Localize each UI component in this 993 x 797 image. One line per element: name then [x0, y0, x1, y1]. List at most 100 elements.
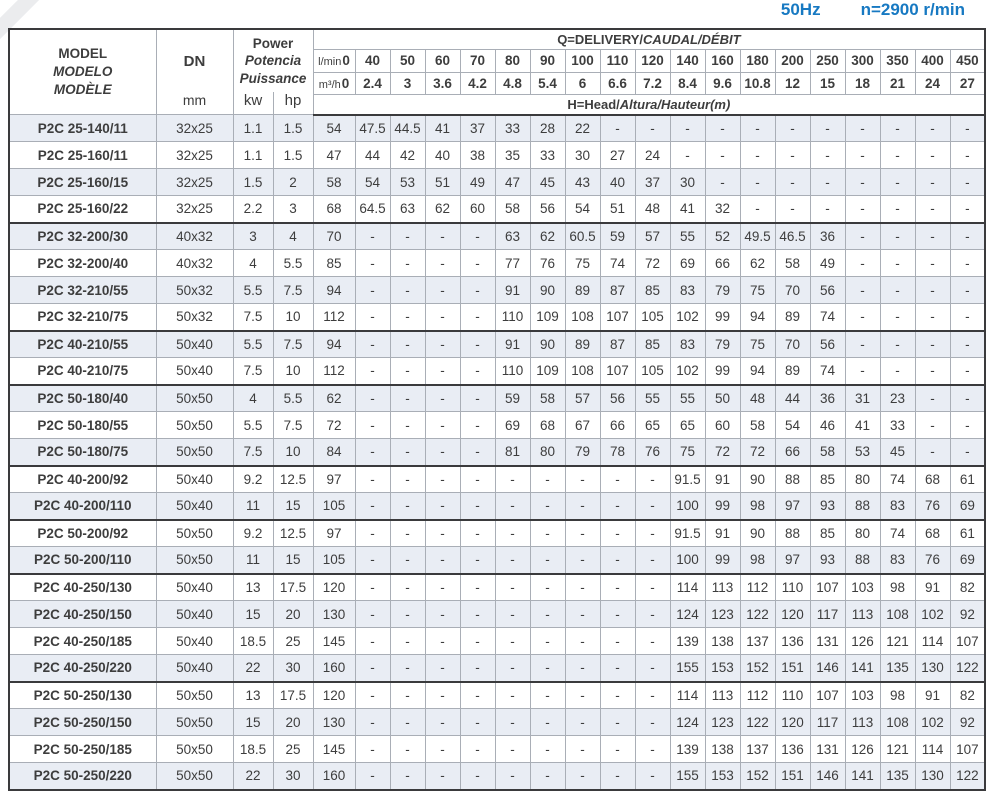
dn-cell: 50x50 [155, 519, 234, 547]
head-value-cell: - [529, 546, 566, 575]
head-value-cell: - [354, 627, 391, 655]
head-value-cell: 23 [879, 384, 916, 412]
kw-cell: 18.5 [232, 627, 274, 655]
m3h-value-cell: 5.4 [529, 71, 566, 95]
head-value-cell: 112 [739, 573, 776, 601]
head-value-cell: - [354, 546, 391, 575]
head-value-cell: 155 [669, 762, 706, 790]
model-cell: P2C 25-160/22 [8, 195, 157, 224]
head-value-cell: 80 [844, 519, 881, 547]
head-value-cell: - [949, 114, 986, 142]
dn-column-header: DN mm [155, 28, 234, 115]
lmin-value-cell: 400 [914, 48, 951, 73]
head-value-cell: - [389, 681, 426, 709]
power-header-fr: Puissance [239, 70, 307, 86]
table-row: P2C 32-200/40 40x32 4 5.5 85- - - -77 76 75 74 72 69… [8, 249, 986, 277]
head-value-cell: 98 [879, 681, 916, 709]
head-value-cell: 130 [312, 708, 356, 736]
head-value-cell: 46.5 [774, 222, 811, 250]
head-value-cell: - [914, 249, 951, 277]
head-value-cell: 145 [312, 735, 356, 763]
head-value-cell: - [459, 465, 496, 493]
pump-performance-table: MODEL MODELO MODÈLE DN mm Power Potencia… [8, 28, 987, 791]
head-value-cell: 152 [739, 654, 776, 683]
table-row: P2C 40-210/55 50x40 5.5 7.5 94- - - -91 90 89 87 85… [8, 330, 986, 358]
kw-cell: 7.5 [232, 303, 274, 332]
head-value-cell: 53 [389, 168, 426, 196]
head-value-cell: - [459, 573, 496, 601]
hp-unit-label: hp [272, 92, 313, 114]
head-value-cell: 41 [844, 411, 881, 439]
head-value-cell: - [529, 465, 566, 493]
delivery-header-italic: CAUDAL/DÉBIT [643, 31, 741, 47]
head-value-cell: - [389, 357, 426, 386]
head-value-cell: 80 [529, 438, 566, 467]
head-value-cell: 40 [599, 168, 636, 196]
head-value-cell: 110 [774, 681, 811, 709]
hp-cell: 12.5 [272, 519, 314, 547]
head-value-cell: 75 [739, 330, 776, 358]
head-value-cell: 138 [704, 735, 741, 763]
head-value-cell: - [459, 492, 496, 521]
head-value-cell: - [529, 735, 566, 763]
model-cell: P2C 25-160/11 [8, 141, 157, 169]
head-value-cell: - [354, 654, 391, 683]
head-value-cell: - [354, 303, 391, 332]
head-value-cell: - [529, 573, 566, 601]
m3h-value-cell: 2.4 [354, 71, 391, 95]
head-value-cell: - [564, 600, 601, 628]
head-value-cell: - [669, 114, 706, 142]
head-value-cell: 57 [634, 222, 671, 250]
head-value-cell: 110 [494, 357, 531, 386]
head-value-cell: 107 [809, 573, 846, 601]
head-value-cell: 89 [564, 330, 601, 358]
hp-cell: 15 [272, 546, 314, 575]
head-value-cell: 56 [599, 384, 636, 412]
head-value-cell: - [389, 465, 426, 493]
head-value-cell: 124 [669, 600, 706, 628]
head-value-cell: 123 [704, 600, 741, 628]
head-value-cell: 151 [774, 654, 811, 683]
hp-cell: 7.5 [272, 411, 314, 439]
table-row: P2C 50-180/75 50x50 7.5 10 84- - - -81 80 79 78 76 7… [8, 438, 986, 467]
head-value-cell: - [774, 168, 811, 196]
head-value-cell: - [949, 222, 986, 250]
m3h-value-cell: 7.2 [634, 71, 671, 95]
head-value-cell: 56 [529, 195, 566, 224]
head-value-cell: 74 [879, 465, 916, 493]
head-value-cell: - [389, 735, 426, 763]
head-value-cell: 82 [949, 681, 986, 709]
head-value-cell: 120 [774, 708, 811, 736]
head-value-cell: - [809, 168, 846, 196]
head-value-cell: - [494, 735, 531, 763]
head-value-cell: - [424, 303, 461, 332]
head-value-cell: - [949, 438, 986, 467]
head-value-cell: - [494, 708, 531, 736]
head-header-plain: H=Head/ [567, 96, 620, 112]
head-value-cell: 44 [774, 384, 811, 412]
hp-cell: 10 [272, 303, 314, 332]
head-value-cell: 70 [312, 222, 356, 250]
kw-cell: 1.5 [232, 168, 274, 196]
head-value-cell: - [389, 438, 426, 467]
model-cell: P2C 40-210/55 [8, 330, 157, 358]
head-value-cell: - [459, 681, 496, 709]
head-value-cell: - [459, 330, 496, 358]
m3h-value-cell: 12 [774, 71, 811, 95]
head-value-cell: - [389, 303, 426, 332]
head-value-cell: 88 [774, 465, 811, 493]
flow-unit-label: l/min [318, 56, 342, 69]
head-value-cell: - [564, 492, 601, 521]
head-value-cell: 65 [669, 411, 706, 439]
head-value-cell: 109 [529, 357, 566, 386]
model-cell: P2C 40-250/150 [8, 600, 157, 628]
head-value-cell: 145 [312, 627, 356, 655]
head-value-cell: 112 [312, 357, 356, 386]
head-value-cell: 107 [599, 303, 636, 332]
head-value-cell: 105 [312, 492, 356, 521]
head-value-cell: 99 [704, 492, 741, 521]
head-value-cell: - [389, 600, 426, 628]
dn-cell: 50x40 [155, 330, 234, 358]
head-value-cell: 160 [312, 654, 356, 683]
head-value-cell: - [354, 708, 391, 736]
